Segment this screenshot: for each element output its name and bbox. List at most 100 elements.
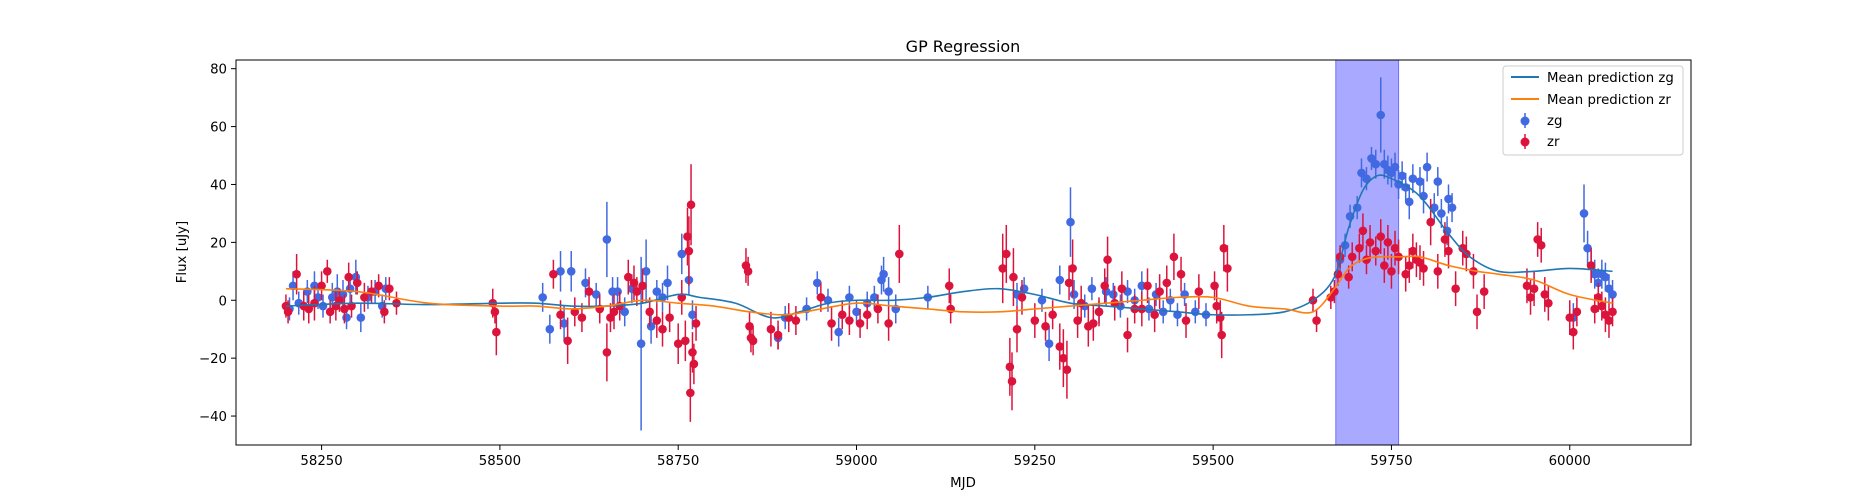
data-point-zr — [1383, 238, 1393, 247]
y-tick-label: −20 — [199, 352, 227, 367]
data-point-zg — [1583, 243, 1592, 253]
data-point-zr — [340, 304, 349, 314]
data-point-zr — [1444, 246, 1453, 256]
y-tick-label: 40 — [210, 178, 227, 193]
data-point-zr — [1212, 301, 1221, 311]
data-point-zr — [766, 324, 776, 334]
data-point-zg — [566, 267, 576, 276]
data-point-zr — [1355, 243, 1364, 253]
data-point-zr — [743, 267, 753, 276]
data-point-zr — [1376, 232, 1386, 241]
data-point-zg — [1108, 290, 1118, 299]
data-point-zg — [1055, 275, 1065, 285]
data-point-zr — [1312, 316, 1321, 325]
data-point-zr — [1380, 261, 1389, 270]
x-axis-label: MJD — [950, 476, 976, 491]
data-point-zr — [688, 348, 697, 357]
data-point-zr — [1150, 310, 1159, 320]
data-point-zg — [1362, 174, 1371, 183]
data-point-zr — [374, 281, 383, 291]
data-point-zr — [1017, 293, 1027, 302]
data-point-zr — [845, 316, 854, 325]
data-point-zr — [895, 249, 904, 259]
data-point-zr — [1117, 284, 1127, 293]
data-point-zg — [1579, 209, 1589, 218]
data-point-zr — [1387, 267, 1396, 276]
data-point-zr — [556, 310, 565, 320]
data-point-zr — [492, 327, 501, 337]
data-point-zr — [1597, 301, 1607, 311]
data-point-zr — [1344, 272, 1353, 282]
data-point-zr — [1103, 255, 1112, 265]
data-point-zg — [636, 339, 646, 348]
data-point-zg — [620, 307, 630, 317]
data-point-zr — [1073, 316, 1082, 325]
data-point-zr — [684, 246, 694, 256]
x-tick-label: 58750 — [657, 454, 699, 469]
data-point-zr — [1176, 269, 1186, 279]
data-point-zg — [834, 327, 843, 337]
data-point-zr — [1590, 304, 1600, 314]
data-point-zr — [1451, 284, 1460, 293]
data-point-zr — [609, 307, 619, 317]
data-point-zg — [318, 301, 328, 311]
mean-prediction-zg-line — [285, 174, 1613, 319]
data-point-zr — [1012, 324, 1022, 334]
data-point-zr — [1162, 278, 1172, 288]
data-point-zr — [317, 281, 326, 291]
data-point-zr — [658, 324, 667, 334]
data-point-zg — [677, 249, 687, 259]
data-point-zr — [1223, 264, 1232, 273]
data-point-zr — [1472, 307, 1482, 317]
data-point-zr — [862, 310, 872, 320]
data-point-zr — [1217, 330, 1226, 340]
y-axis: −40 −20 0 20 40 60 80 — [199, 63, 236, 425]
data-point-zr — [1155, 287, 1164, 296]
data-point-zg — [602, 235, 612, 244]
data-point-zg — [688, 310, 697, 320]
data-point-zr — [1123, 330, 1132, 340]
data-point-zg — [845, 293, 854, 302]
data-point-zg — [559, 319, 569, 328]
data-point-zr — [1089, 319, 1098, 328]
data-point-zr — [602, 348, 612, 357]
data-point-zr — [998, 264, 1008, 273]
data-point-zr — [632, 287, 642, 296]
data-point-zr — [1143, 281, 1152, 291]
data-point-zr — [549, 269, 558, 279]
data-point-zg — [884, 287, 893, 296]
x-tick-label: 58250 — [300, 454, 342, 469]
data-point-zr — [1608, 307, 1617, 317]
data-point-zr — [748, 336, 758, 346]
data-point-zr — [665, 313, 674, 322]
data-point-zg — [852, 307, 861, 317]
data-point-zr — [691, 319, 701, 328]
data-point-zr — [1100, 281, 1110, 291]
y-tick-label: 80 — [210, 63, 227, 78]
errorbar-layer — [281, 77, 1617, 431]
data-point-zg — [1433, 177, 1443, 186]
data-point-zr — [292, 269, 301, 279]
data-point-zr — [773, 330, 783, 340]
data-point-zr — [385, 284, 394, 293]
data-point-zg — [342, 313, 351, 322]
data-point-zg — [545, 324, 555, 334]
data-point-zr — [873, 304, 883, 314]
data-point-zr — [322, 267, 332, 276]
data-point-zr — [1330, 287, 1339, 296]
data-point-zg — [1444, 194, 1453, 204]
data-point-zr — [689, 359, 699, 369]
y-tick-label: 20 — [210, 236, 227, 251]
data-point-zr — [944, 281, 954, 291]
data-point-zr — [1064, 278, 1074, 288]
y-tick-label: −40 — [199, 410, 227, 425]
data-point-zr — [1007, 377, 1017, 386]
data-point-zr — [380, 307, 389, 317]
data-point-zr — [577, 313, 587, 322]
data-point-zg — [652, 287, 662, 296]
data-point-zg — [1408, 174, 1418, 183]
data-point-zg — [1357, 168, 1366, 178]
data-point-zr — [344, 272, 353, 282]
y-axis-label: Flux [uJy] — [175, 221, 190, 283]
data-point-zr — [673, 339, 683, 348]
